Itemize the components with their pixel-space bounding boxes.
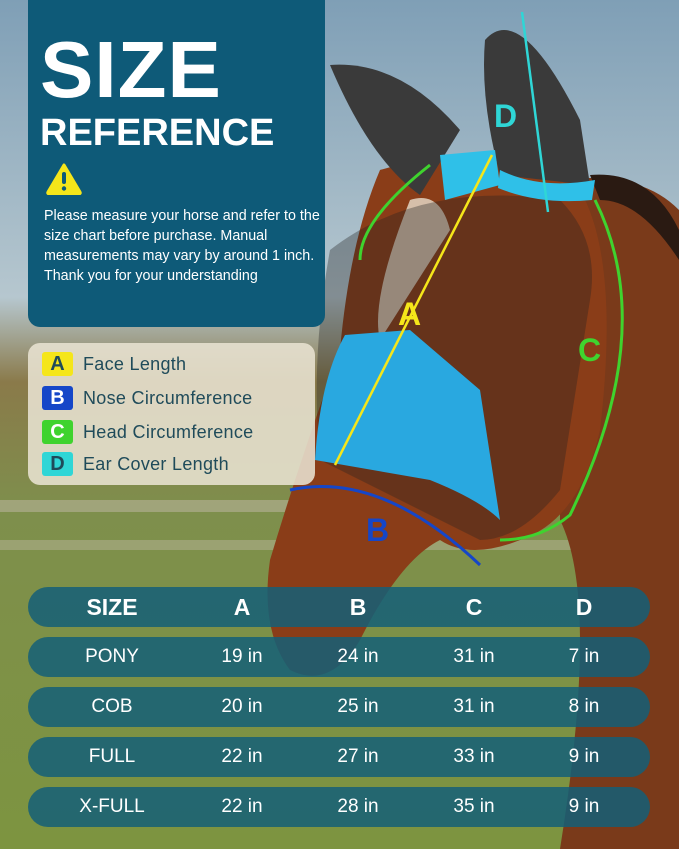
measurement-cell: 8 in	[568, 696, 600, 717]
measurement-cell: B	[349, 594, 367, 620]
measurement-cell: 25 in	[337, 696, 379, 717]
legend-label: Ear Cover Length	[83, 453, 229, 474]
legend-label: Nose Circumference	[83, 387, 253, 408]
measurement-cell: 9 in	[568, 746, 600, 767]
measurement-cell: 31 in	[453, 696, 495, 717]
legend-badge: B	[42, 386, 73, 410]
legend-item-ear-cover-length: D Ear Cover Length	[42, 452, 229, 476]
measurement-cell: 28 in	[337, 796, 379, 817]
legend-item-nose-circumference: B Nose Circumference	[42, 386, 252, 410]
table-row: FULL 22 in 27 in 33 in 9 in	[28, 737, 650, 777]
legend-label: Head Circumference	[83, 421, 254, 442]
measurement-cell: A	[233, 594, 251, 620]
measurement-cell: 35 in	[453, 796, 495, 817]
ear-cover-length-line	[520, 11, 550, 213]
table-row: X-FULL 22 in 28 in 35 in 9 in	[28, 787, 650, 827]
diagram-label-b: B	[366, 512, 390, 548]
measurement-cell: 33 in	[453, 746, 495, 767]
size-name-cell: SIZE	[86, 594, 138, 620]
legend-item-face-length: A Face Length	[42, 352, 186, 376]
measurement-cell: 24 in	[337, 646, 379, 667]
measurement-cell: 27 in	[337, 746, 379, 767]
legend-item-head-circumference: C Head Circumference	[42, 420, 253, 444]
legend-label: Face Length	[83, 353, 187, 374]
measurement-cell: 22 in	[221, 796, 263, 817]
face-length-line	[333, 154, 494, 466]
legend-badge: A	[42, 352, 73, 376]
measurement-legend: A Face Length B Nose Circumference C Hea…	[28, 343, 315, 485]
size-name-cell: COB	[91, 696, 133, 717]
measurement-cell: 19 in	[221, 646, 263, 667]
head-circumference-line	[358, 163, 624, 542]
diagram-label-c: C	[578, 332, 602, 368]
size-name-cell: X-FULL	[79, 796, 145, 817]
size-name-cell: PONY	[85, 646, 139, 667]
diagram-label-d: D	[494, 98, 518, 134]
measurement-note: Please measure your horse and refer to t…	[44, 208, 320, 284]
title-size: SIZE	[40, 25, 222, 114]
measurement-cell: 7 in	[568, 646, 600, 667]
measurement-cell: D	[575, 594, 593, 620]
nose-circumference-line	[289, 485, 482, 567]
size-name-cell: FULL	[88, 746, 136, 767]
measurement-cell: 20 in	[221, 696, 263, 717]
diagram-label-a: A	[398, 296, 422, 332]
measurement-cell: 9 in	[568, 796, 600, 817]
measurement-cell: 22 in	[221, 746, 263, 767]
measurement-cell: 31 in	[453, 646, 495, 667]
legend-badge: D	[42, 452, 73, 476]
measurement-cell: C	[465, 594, 483, 620]
legend-badge: C	[42, 420, 73, 444]
title-reference: REFERENCE	[40, 112, 275, 154]
table-row: PONY 19 in 24 in 31 in 7 in	[28, 637, 650, 677]
warning-triangle-icon	[46, 163, 82, 195]
table-row: COB 20 in 25 in 31 in 8 in	[28, 687, 650, 727]
size-reference-panel: SIZE REFERENCE Please measure your horse…	[28, 0, 325, 327]
table-header-row: SIZE A B C D	[28, 587, 650, 627]
